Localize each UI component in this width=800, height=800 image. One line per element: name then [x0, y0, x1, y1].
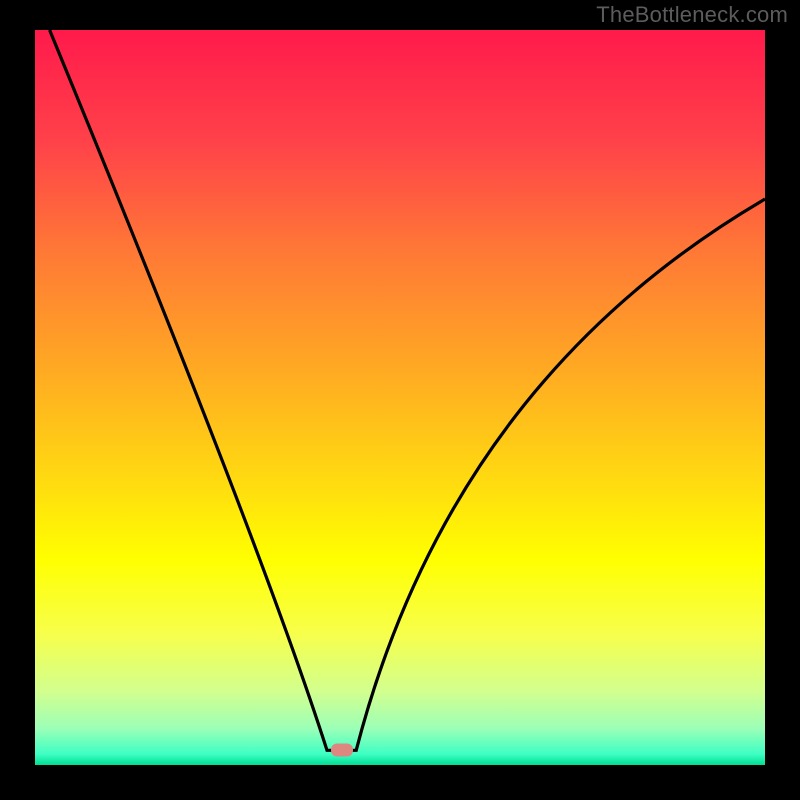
chart-container: TheBottleneck.com [0, 0, 800, 800]
plot-area [35, 30, 765, 765]
optimal-marker [331, 744, 353, 757]
attribution-text: TheBottleneck.com [596, 2, 788, 28]
bottleneck-curve [35, 30, 765, 765]
